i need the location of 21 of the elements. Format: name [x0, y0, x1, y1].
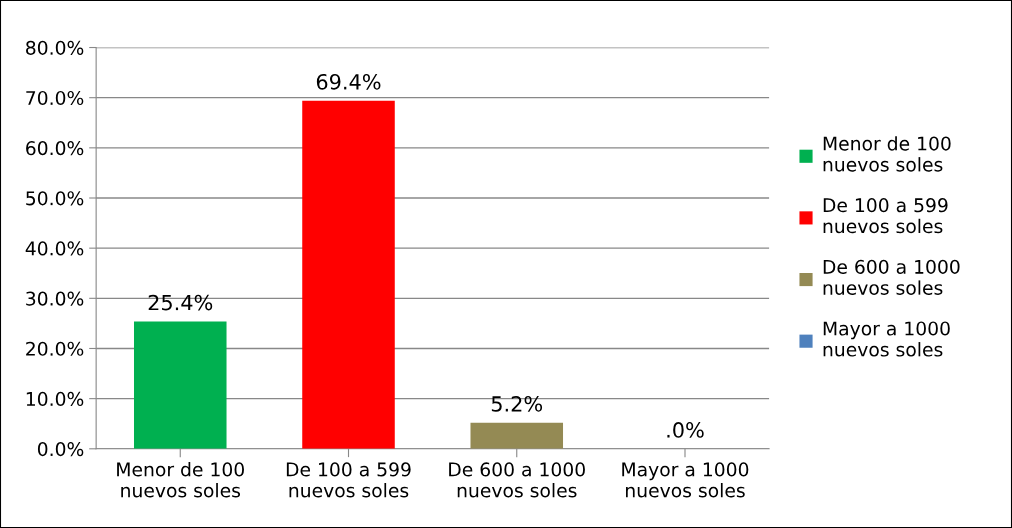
legend-label: Menor de 100 nuevos soles: [823, 136, 951, 172]
y-tick-label: 70.0%: [26, 90, 84, 106]
y-tick-label: 30.0%: [26, 291, 84, 306]
y-tick-label: 20.0%: [26, 341, 84, 356]
x-tick-label: De 600 a 1000 nuevos soles: [449, 462, 585, 498]
y-tick-label: 80.0%: [26, 40, 84, 55]
data-label: 25.4%: [148, 294, 213, 311]
x-tick-label: Menor de 100 nuevos soles: [117, 461, 244, 498]
legend-label: Mayor a 1000 nuevos soles: [823, 321, 950, 357]
legend-label: De 100 a 599 nuevos soles: [823, 198, 948, 234]
x-tick-label: Mayor a 1000 nuevos soles: [622, 462, 749, 498]
x-tick-label: De 100 a 599 nuevos soles: [286, 462, 411, 498]
y-tick-label: 0.0%: [37, 442, 84, 457]
y-tick-label: 60.0%: [26, 141, 84, 156]
data-label: 5.2%: [491, 395, 543, 412]
data-label: 69.4%: [316, 73, 381, 90]
y-tick-label: 10.0%: [26, 391, 84, 407]
y-tick-label: 40.0%: [25, 241, 84, 256]
y-tick-label: 50.0%: [26, 191, 84, 206]
legend-label: De 600 a 1000 nuevos soles: [823, 259, 960, 295]
data-label: .0%: [667, 422, 704, 438]
